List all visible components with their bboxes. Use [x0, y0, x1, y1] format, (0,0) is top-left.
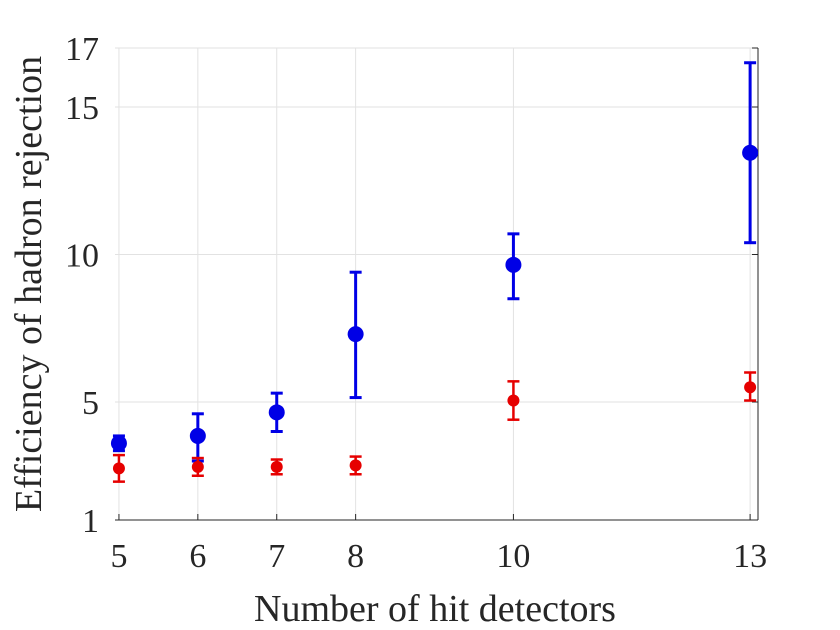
axes [115, 47, 759, 521]
grid-lines [115, 47, 758, 521]
data-points [110, 144, 759, 475]
red-data-point [191, 460, 204, 473]
red-data-point [507, 394, 520, 407]
blue-data-point [742, 144, 759, 161]
blue-data-point [110, 435, 127, 452]
y-tick-label: 10 [65, 238, 99, 275]
x-tick-label: 8 [347, 538, 364, 575]
red-data-point [349, 459, 362, 472]
x-tick-label: 7 [268, 538, 285, 575]
red-data-point [270, 460, 283, 473]
x-tick-label: 5 [110, 538, 127, 575]
error-bars [112, 61, 757, 483]
blue-data-point [347, 326, 364, 343]
x-tick-label: 10 [496, 538, 530, 575]
plot-area-frame [115, 48, 758, 520]
red-data-point [112, 462, 125, 475]
blue-data-point [189, 427, 206, 444]
red-data-point [744, 381, 757, 394]
blue-data-point [268, 404, 285, 421]
x-tick-label: 13 [733, 538, 767, 575]
y-axis-label: Efficiency of hadron rejection [8, 56, 50, 512]
x-tick-label: 6 [189, 538, 206, 575]
y-tick-label: 1 [82, 503, 99, 540]
y-tick-label: 17 [65, 31, 99, 68]
y-tick-label: 15 [65, 90, 99, 127]
x-axis-label: Number of hit detectors [254, 588, 616, 630]
y-tick-label: 5 [82, 385, 99, 422]
blue-data-point [505, 256, 522, 273]
